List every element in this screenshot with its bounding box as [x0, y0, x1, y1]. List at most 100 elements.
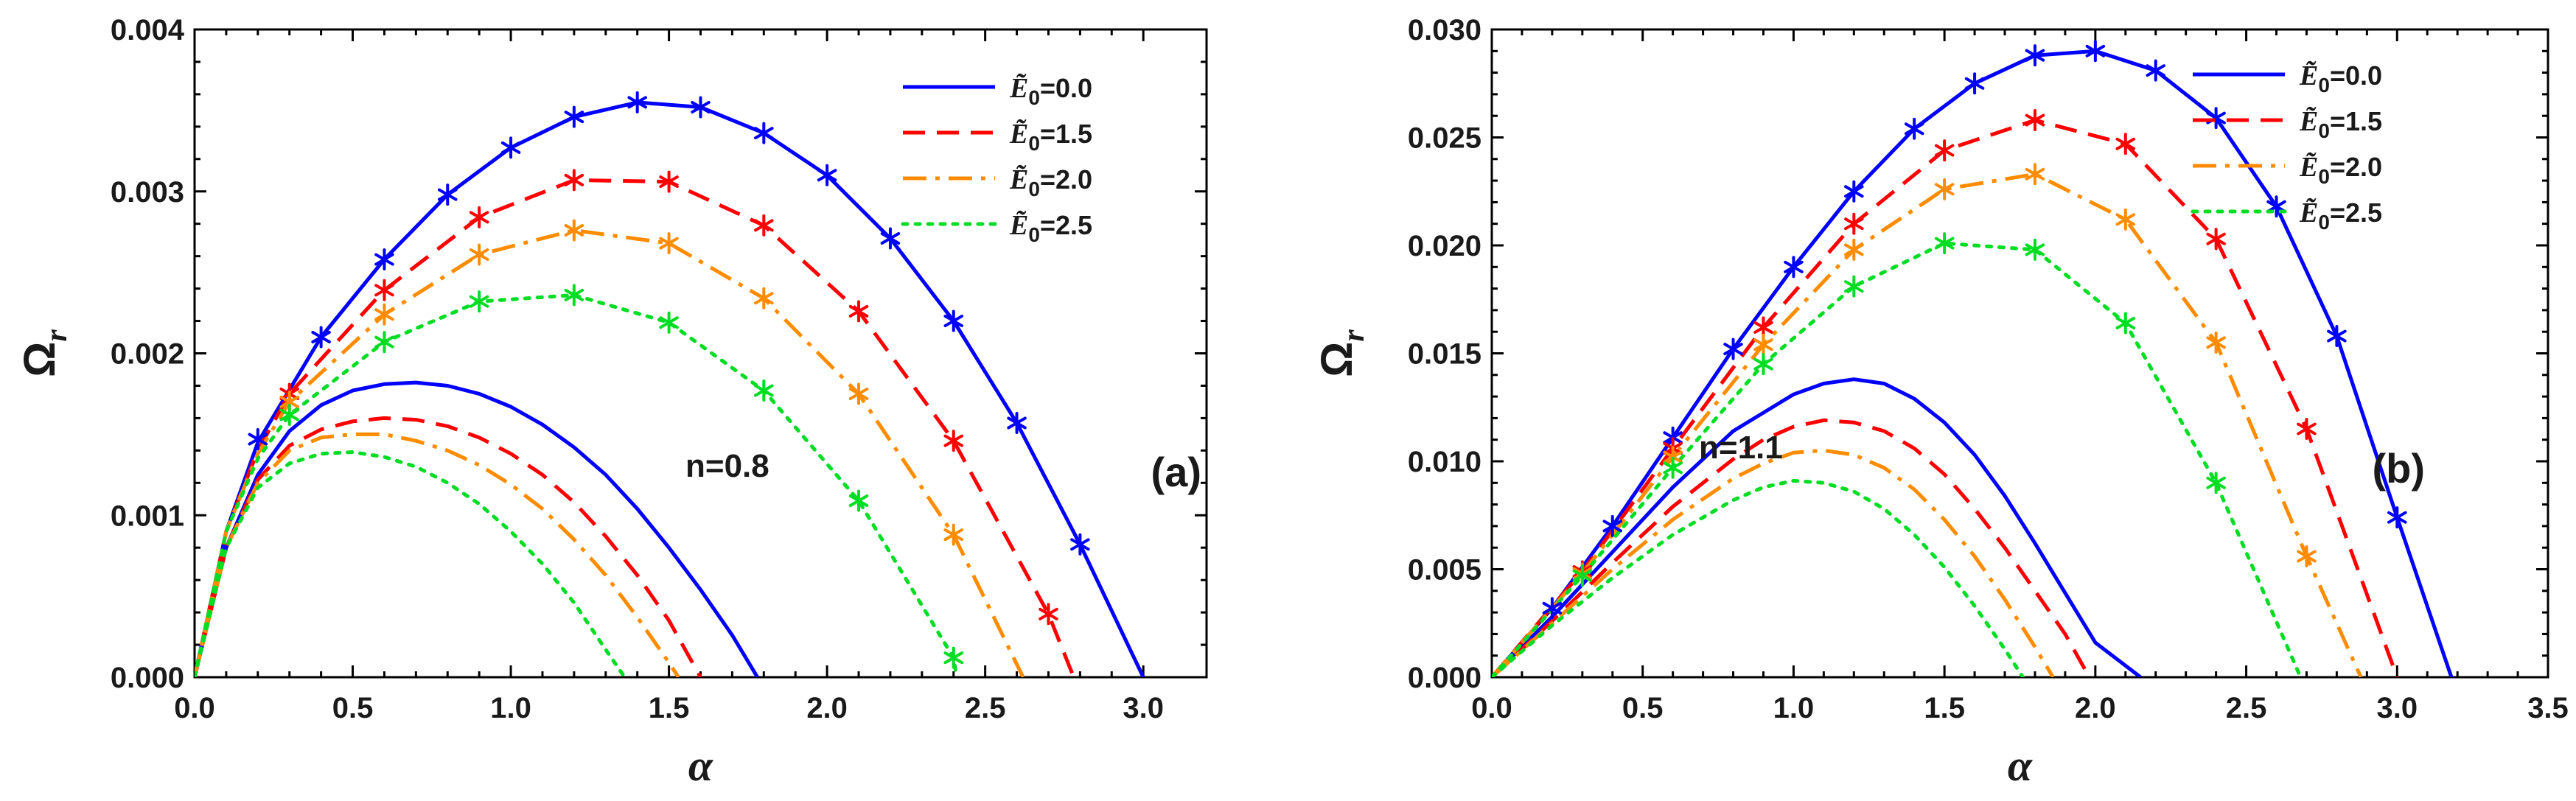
series-lower-line [195, 432, 680, 677]
data-marker [2025, 238, 2045, 261]
data-marker [1602, 514, 1623, 537]
data-marker [2297, 418, 2317, 441]
x-tick-label: 1.5 [649, 692, 690, 724]
data-marker [943, 523, 964, 546]
x-tick-label: 3.0 [1123, 692, 1164, 724]
data-marker [880, 227, 901, 250]
legend-entry: Ẽ0=2.5 [2191, 197, 2382, 234]
x-tick-label: 0.0 [174, 692, 215, 724]
legend-entry: Ẽ0=0.0 [2193, 60, 2382, 97]
data-marker [1753, 333, 1773, 356]
data-marker [564, 219, 584, 242]
data-marker [2115, 312, 2136, 335]
y-tick-label: 0.005 [1408, 554, 1481, 587]
series-lower-line [195, 416, 702, 677]
x-tick-label: 2.0 [806, 692, 848, 724]
legend-label: =2.0 [1040, 164, 1092, 195]
data-marker [1934, 178, 1955, 200]
y-tick-label: 0.003 [111, 176, 184, 209]
data-marker [2206, 228, 2226, 251]
annotation-n: n=1.1 [1699, 430, 1783, 466]
data-marker [943, 309, 964, 332]
y-tick-label: 0.015 [1408, 338, 1481, 371]
y-axis-title: Ωr [1312, 329, 1371, 377]
data-marker [1934, 232, 1955, 255]
x-tick-label: 2.5 [965, 692, 1006, 724]
legend-label: =2.5 [1040, 210, 1092, 240]
y-tick-label: 0.000 [1408, 662, 1481, 694]
x-tick-label: 0.5 [1622, 692, 1664, 724]
data-marker [1964, 72, 1985, 95]
data-marker [1007, 411, 1027, 434]
legend-label: =2.5 [2330, 197, 2382, 228]
data-marker [2206, 331, 2226, 354]
series-lower-line [1492, 448, 2055, 677]
x-tick-label: 0.5 [332, 692, 374, 724]
data-marker [1753, 353, 1773, 376]
data-marker [500, 136, 521, 159]
data-marker [659, 170, 679, 193]
legend-entry: Ẽ0=2.5 [901, 210, 1092, 246]
legend-symbol: Ẽ0=1.5 [2299, 106, 2382, 142]
series-upper-line [195, 293, 959, 677]
data-marker [754, 214, 774, 237]
data-marker [2085, 40, 2106, 63]
curves [1492, 49, 2454, 677]
data-marker [1070, 533, 1090, 556]
series-lower-line [1492, 377, 2142, 677]
data-marker [848, 382, 869, 405]
data-marker [2025, 109, 2045, 132]
data-marker [437, 183, 458, 206]
data-marker [564, 284, 584, 307]
data-marker [2206, 472, 2226, 494]
y-tick-label: 0.030 [1408, 14, 1481, 46]
data-marker [691, 96, 711, 119]
data-marker [248, 427, 268, 450]
data-marker [469, 243, 489, 266]
x-tick-label: 1.5 [1924, 692, 1965, 724]
data-marker [279, 404, 299, 427]
y-tick-label: 0.001 [111, 500, 184, 532]
legend-label: =0.0 [2330, 60, 2382, 91]
x-axis-title: α [688, 741, 713, 790]
series-lower-line [195, 380, 759, 677]
series-upper-line [1492, 49, 2454, 677]
data-marker [2146, 59, 2166, 82]
legend-symbol: Ẽ0=0.0 [1009, 73, 1092, 109]
legend-symbol: Ẽ0=0.0 [2299, 60, 2382, 97]
data-marker [2115, 208, 2136, 231]
annotation-n: n=0.8 [685, 448, 769, 484]
data-marker [1663, 456, 1683, 479]
data-marker [1844, 180, 1864, 203]
data-marker [469, 290, 489, 313]
plot-frame [1490, 28, 2549, 679]
data-marker [374, 331, 394, 354]
data-marker [1844, 238, 1864, 261]
x-tick-label: 0.0 [1471, 692, 1512, 724]
x-tick-label: 1.0 [1773, 692, 1815, 724]
legend-entry: Ẽ0=1.5 [2193, 106, 2382, 142]
data-marker [848, 489, 869, 512]
x-tick-label: 3.5 [2527, 692, 2569, 724]
y-tick-label: 0.010 [1408, 446, 1481, 478]
data-marker [374, 303, 394, 326]
series-upper-line [1492, 241, 2303, 677]
series-upper-line [1492, 118, 2399, 677]
data-marker [943, 430, 964, 452]
legend-symbol: Ẽ0=2.5 [2299, 197, 2382, 234]
legend-label: =2.0 [2330, 152, 2382, 182]
data-marker [1542, 597, 1563, 620]
data-marker [2387, 506, 2407, 529]
y-tick-label: 0.004 [111, 14, 185, 46]
y-tick-label: 0.025 [1408, 122, 1481, 155]
series-upper-line [195, 178, 1076, 677]
data-marker [659, 311, 679, 334]
data-marker [943, 646, 964, 669]
x-tick-label: 2.5 [2226, 692, 2267, 724]
data-marker [1904, 117, 1924, 140]
data-marker [469, 206, 489, 228]
data-marker [2115, 133, 2136, 155]
data-marker [1844, 275, 1864, 298]
data-marker [2025, 44, 2045, 67]
series-lower-line [1492, 478, 2025, 677]
